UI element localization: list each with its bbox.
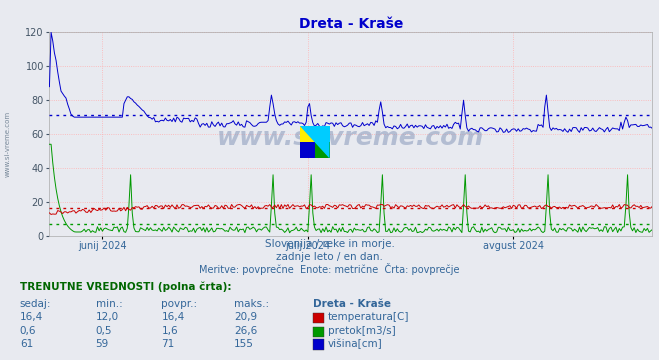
Text: 1,6: 1,6 (161, 326, 178, 336)
Bar (315, 126, 330, 142)
Polygon shape (300, 126, 330, 158)
Bar (300, 142, 315, 158)
Text: 20,9: 20,9 (234, 312, 257, 323)
Text: zadnje leto / en dan.: zadnje leto / en dan. (276, 252, 383, 262)
Text: 16,4: 16,4 (20, 312, 43, 323)
Text: 59: 59 (96, 339, 109, 349)
Text: min.:: min.: (96, 299, 123, 309)
Text: 61: 61 (20, 339, 33, 349)
Text: temperatura[C]: temperatura[C] (328, 312, 409, 323)
Text: 0,6: 0,6 (20, 326, 36, 336)
Text: višina[cm]: višina[cm] (328, 338, 382, 349)
Text: TRENUTNE VREDNOSTI (polna črta):: TRENUTNE VREDNOSTI (polna črta): (20, 281, 231, 292)
Title: Dreta - Kraše: Dreta - Kraše (299, 17, 403, 31)
Text: sedaj:: sedaj: (20, 299, 51, 309)
Text: Slovenija / reke in morje.: Slovenija / reke in morje. (264, 239, 395, 249)
Text: 16,4: 16,4 (161, 312, 185, 323)
Text: Dreta - Kraše: Dreta - Kraše (313, 299, 391, 309)
Text: www.si-vreme.com: www.si-vreme.com (217, 126, 484, 150)
Text: 155: 155 (234, 339, 254, 349)
Text: povpr.:: povpr.: (161, 299, 198, 309)
Text: maks.:: maks.: (234, 299, 269, 309)
Text: 26,6: 26,6 (234, 326, 257, 336)
Text: 0,5: 0,5 (96, 326, 112, 336)
Bar (300, 126, 315, 142)
Text: 71: 71 (161, 339, 175, 349)
Text: 12,0: 12,0 (96, 312, 119, 323)
Text: www.si-vreme.com: www.si-vreme.com (5, 111, 11, 177)
Text: Meritve: povprečne  Enote: metrične  Črta: povprečje: Meritve: povprečne Enote: metrične Črta:… (199, 263, 460, 275)
Bar (315, 142, 330, 158)
Text: pretok[m3/s]: pretok[m3/s] (328, 326, 395, 336)
